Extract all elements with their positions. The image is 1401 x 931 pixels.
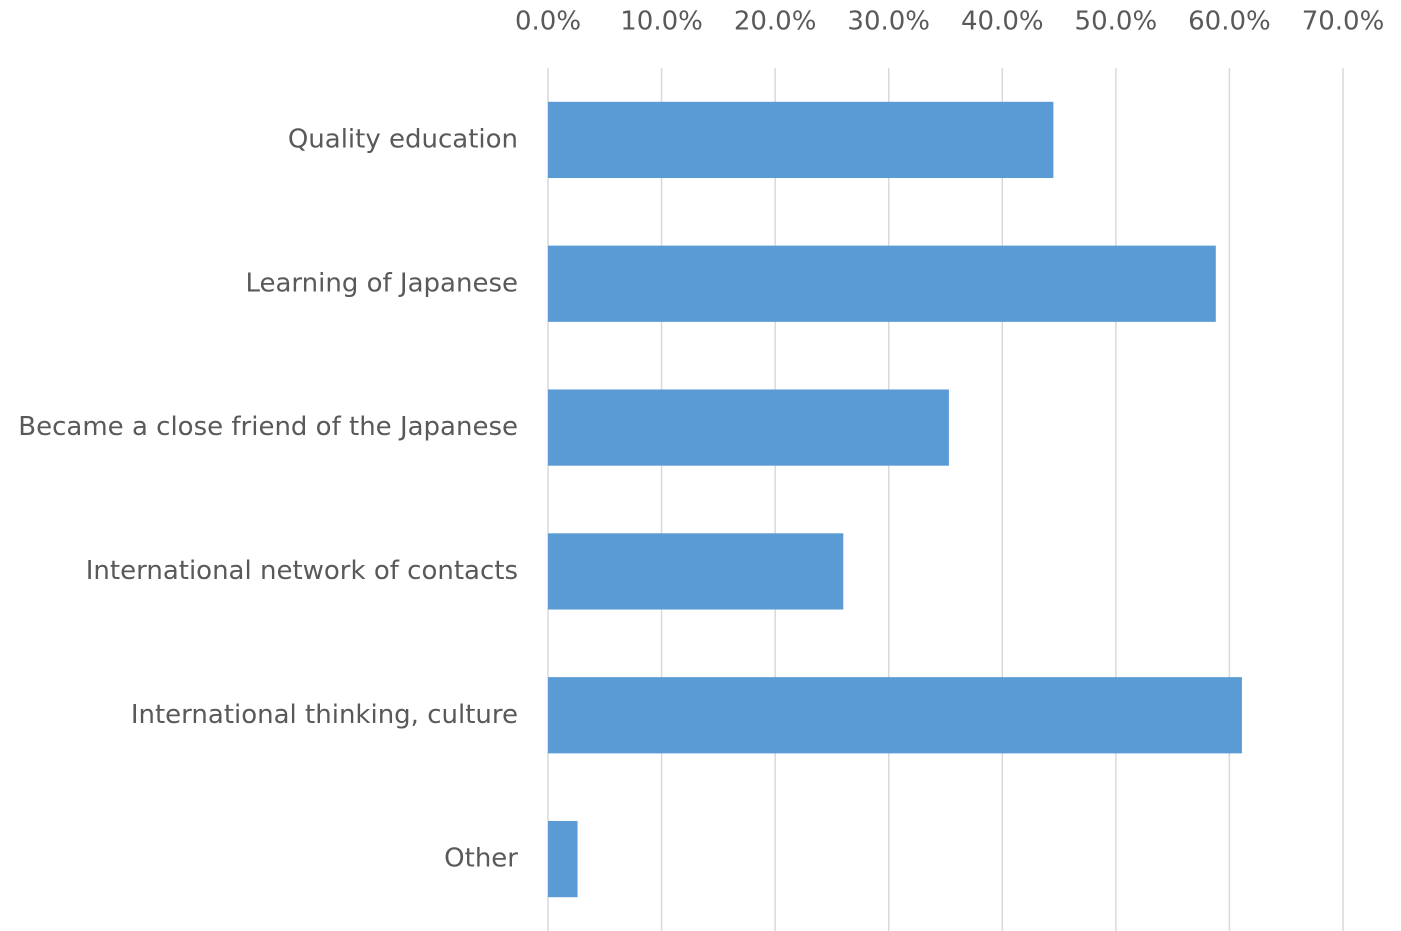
y-tick-label: Other [444,844,518,874]
y-tick-label: International thinking, culture [131,700,518,730]
x-tick-label: 30.0% [847,7,930,37]
bar [548,245,1216,322]
x-tick-label: 20.0% [734,7,817,37]
bar [548,389,949,466]
y-tick-label: Quality education [288,124,518,154]
x-tick-label: 70.0% [1302,7,1385,37]
y-tick-label: Learning of Japanese [245,268,518,298]
x-tick-label: 60.0% [1188,7,1271,37]
x-tick-label: 50.0% [1075,7,1158,37]
y-tick-label: International network of contacts [86,556,518,586]
x-tick-label: 40.0% [961,7,1044,37]
y-tick-label: Became a close friend of the Japanese [18,412,518,442]
x-tick-label: 0.0% [515,7,581,37]
bar [548,820,578,898]
bar [548,101,1054,179]
bar [548,533,844,610]
bar [548,677,1242,754]
x-tick-label: 10.0% [620,7,703,37]
